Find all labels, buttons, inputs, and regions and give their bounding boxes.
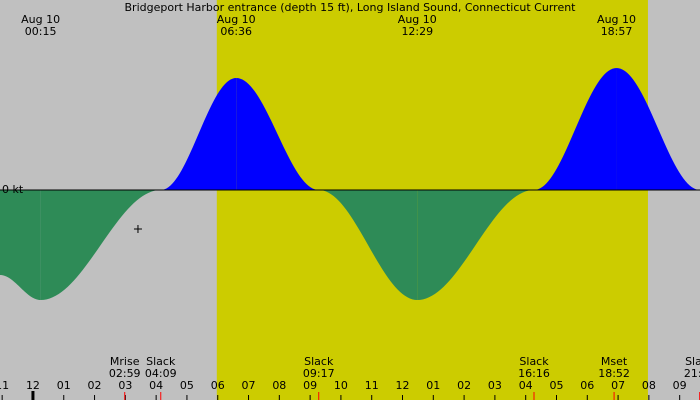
x-tick-label: 12 — [396, 379, 410, 392]
extreme-time: 06:36 — [220, 25, 252, 38]
x-tick-label: 07 — [611, 379, 625, 392]
now-marker — [133, 225, 142, 233]
current-area — [236, 78, 319, 190]
event-time: 09:17 — [303, 367, 335, 380]
y-tick-label: 0 kt — [2, 183, 24, 196]
extreme-time: 00:15 — [25, 25, 57, 38]
event-time: 16:16 — [518, 367, 550, 380]
x-tick-label: 12 — [26, 379, 40, 392]
x-tick-label: 09 — [673, 379, 687, 392]
extreme-date: Aug 10 — [217, 13, 256, 26]
x-tick-label: 08 — [642, 379, 656, 392]
current-area — [616, 68, 700, 190]
extreme-date: Aug 10 — [21, 13, 60, 26]
current-area — [40, 190, 161, 300]
x-tick-label: 04 — [519, 379, 533, 392]
event-time: 18:52 — [598, 367, 630, 380]
x-tick-label: 03 — [118, 379, 132, 392]
labels: Bridgeport Harbor entrance (depth 15 ft)… — [0, 1, 700, 392]
x-tick-label: 07 — [242, 379, 256, 392]
event-name: Slack — [519, 355, 549, 368]
x-tick-label: 11 — [0, 379, 9, 392]
x-tick-label: 08 — [272, 379, 286, 392]
plot — [0, 68, 700, 400]
x-tick-label: 05 — [180, 379, 194, 392]
current-area — [318, 190, 418, 300]
x-tick-label: 10 — [334, 379, 348, 392]
x-tick-label: 06 — [211, 379, 225, 392]
chart-title: Bridgeport Harbor entrance (depth 15 ft)… — [125, 1, 577, 14]
x-tick-label: 02 — [88, 379, 102, 392]
x-tick-label: 11 — [365, 379, 379, 392]
current-area — [0, 190, 41, 300]
x-tick-label: 09 — [303, 379, 317, 392]
event-name: Slack — [146, 355, 176, 368]
extreme-date: Aug 10 — [398, 13, 437, 26]
event-time: 04:09 — [145, 367, 177, 380]
event-name: Slack — [685, 355, 700, 368]
x-tick-label: 01 — [57, 379, 71, 392]
x-tick-label: 05 — [549, 379, 563, 392]
current-area — [534, 68, 617, 190]
event-name: Slack — [304, 355, 334, 368]
x-tick-label: 02 — [457, 379, 471, 392]
x-tick-label: 04 — [149, 379, 163, 392]
x-tick-label: 06 — [580, 379, 594, 392]
extreme-time: 12:29 — [401, 25, 433, 38]
extreme-date: Aug 10 — [597, 13, 636, 26]
event-time: 02:59 — [109, 367, 141, 380]
extreme-time: 18:57 — [601, 25, 633, 38]
event-name: Mrise — [110, 355, 140, 368]
x-tick-label: 01 — [426, 379, 440, 392]
x-tick-label: 03 — [488, 379, 502, 392]
event-name: Mset — [601, 355, 628, 368]
event-time: 21:39 — [684, 367, 700, 380]
current-area — [160, 78, 237, 190]
current-area — [417, 190, 535, 300]
